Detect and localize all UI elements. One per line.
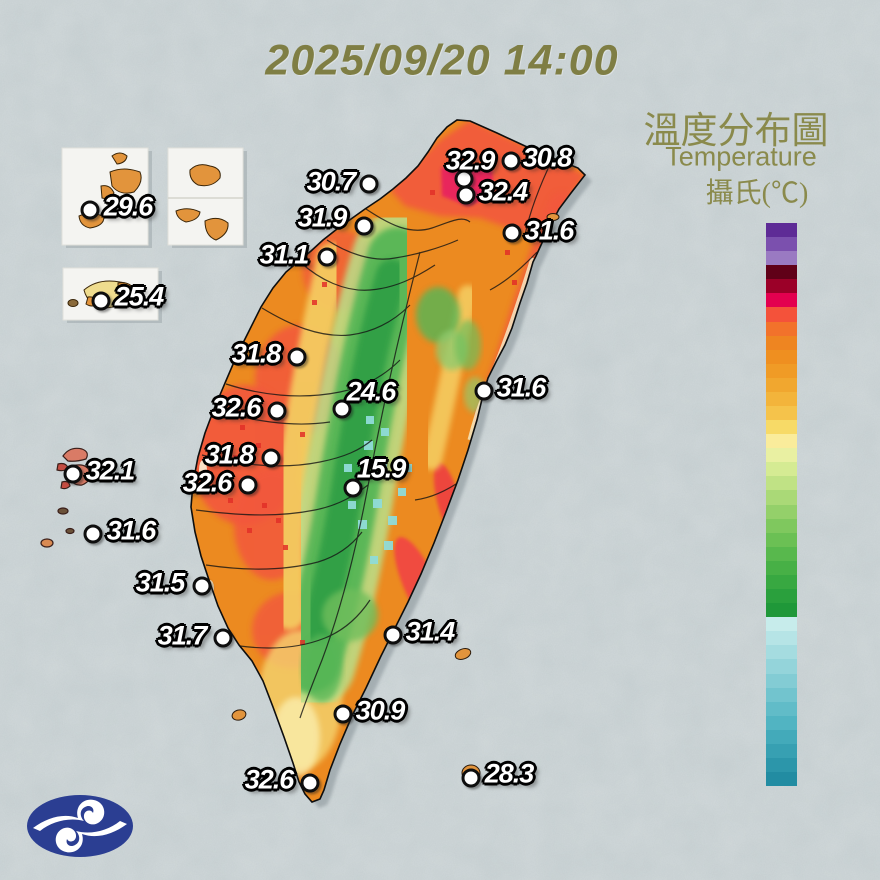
station-temperature-label: 31.8 bbox=[231, 338, 282, 369]
station-dot bbox=[238, 475, 258, 495]
station-temperature-label: 32.9 bbox=[445, 145, 496, 176]
station-dot bbox=[474, 381, 494, 401]
station-dot bbox=[456, 185, 476, 205]
colorbar-segment bbox=[766, 743, 797, 758]
station-temperature-label: 31.4 bbox=[405, 616, 456, 647]
colorbar-segment bbox=[766, 434, 797, 449]
colorbar-segment bbox=[766, 490, 797, 505]
colorbar-segment bbox=[766, 335, 797, 350]
station-dot bbox=[261, 448, 281, 468]
station-temperature-label: 32.1 bbox=[85, 455, 136, 486]
station-temperature-label: 29.6 bbox=[103, 191, 154, 222]
colorbar-segment bbox=[766, 687, 797, 702]
station-temperature-label: 31.6 bbox=[106, 515, 157, 546]
station-dot bbox=[267, 401, 287, 421]
colorbar-segment bbox=[766, 532, 797, 547]
station-temperature-label: 31.6 bbox=[496, 372, 547, 403]
station-temperature-label: 31.1 bbox=[259, 239, 310, 270]
timestamp-title: 2025/09/20 14:00 bbox=[265, 36, 619, 85]
colorbar-segment bbox=[766, 237, 797, 252]
station-temperature-label: 32.6 bbox=[211, 392, 262, 423]
station-dot bbox=[383, 625, 403, 645]
colorbar-segment bbox=[766, 420, 797, 435]
colorbar-segment bbox=[766, 476, 797, 491]
station-dot bbox=[343, 478, 363, 498]
colorbar-segment bbox=[766, 349, 797, 364]
colorbar-segment bbox=[766, 701, 797, 716]
station-dot bbox=[213, 628, 233, 648]
colorbar-segment bbox=[766, 546, 797, 561]
station-dot bbox=[333, 704, 353, 724]
station-temperature-label: 31.6 bbox=[524, 215, 575, 246]
station-temperature-label: 28.3 bbox=[484, 758, 535, 789]
colorbar-segment bbox=[766, 574, 797, 590]
colorbar-segment bbox=[766, 645, 797, 660]
colorbar-segment bbox=[766, 603, 797, 618]
station-dot bbox=[192, 576, 212, 596]
county-boundaries bbox=[195, 157, 554, 719]
legend-unit-label: 攝氏(℃) bbox=[705, 178, 809, 209]
station-temperature-label: 30.7 bbox=[306, 166, 357, 197]
station-temperature-label: 30.8 bbox=[522, 142, 573, 173]
temperature-colorbar bbox=[766, 223, 797, 787]
colorbar-segment bbox=[766, 560, 797, 575]
station-dot bbox=[91, 291, 111, 311]
legend-title-zh: 溫度分布圖 bbox=[643, 111, 829, 152]
station-dot bbox=[63, 464, 83, 484]
station-temperature-label: 31.7 bbox=[157, 620, 208, 651]
station-dot bbox=[359, 174, 379, 194]
inset-boxes bbox=[61, 147, 247, 323]
colorbar-segment bbox=[766, 757, 797, 773]
station-temperature-label: 32.6 bbox=[182, 467, 233, 498]
legend-title-en: Temperature bbox=[665, 141, 817, 172]
colorbar-segment bbox=[766, 293, 797, 308]
station-dot bbox=[502, 223, 522, 243]
colorbar-segment bbox=[766, 223, 797, 238]
colorbar-segment bbox=[766, 307, 797, 322]
station-temperature-label: 31.8 bbox=[204, 439, 255, 470]
colorbar-segment bbox=[766, 406, 797, 421]
colorbar-segment bbox=[766, 265, 797, 280]
station-dot bbox=[83, 524, 103, 544]
station-dot bbox=[461, 768, 481, 788]
station-temperature-label: 15.9 bbox=[356, 453, 407, 484]
station-temperature-label: 32.6 bbox=[244, 764, 295, 795]
station-temperature-label: 32.4 bbox=[478, 176, 529, 207]
station-temperature-label: 24.6 bbox=[346, 376, 397, 407]
colorbar-segment bbox=[766, 462, 797, 477]
station-dot bbox=[80, 200, 100, 220]
station-dot bbox=[501, 151, 521, 171]
colorbar-segment bbox=[766, 251, 797, 266]
station-temperature-label: 25.4 bbox=[114, 281, 165, 312]
station-temperature-label: 31.9 bbox=[297, 202, 348, 233]
colorbar-segment bbox=[766, 448, 797, 463]
colorbar-segment bbox=[766, 504, 797, 519]
colorbar-segment bbox=[766, 729, 797, 744]
colorbar-segment bbox=[766, 673, 797, 688]
colorbar-segment bbox=[766, 363, 797, 378]
colorbar-segment bbox=[766, 772, 797, 787]
station-temperature-label: 31.5 bbox=[135, 567, 186, 598]
colorbar-segment bbox=[766, 589, 797, 604]
colorbar-segment bbox=[766, 715, 797, 730]
colorbar-segment bbox=[766, 391, 797, 407]
colorbar-segment bbox=[766, 659, 797, 674]
station-dot bbox=[287, 347, 307, 367]
station-dot bbox=[317, 247, 337, 267]
colorbar-segment bbox=[766, 518, 797, 533]
station-dot bbox=[300, 773, 320, 793]
colorbar-segment bbox=[766, 321, 797, 336]
station-temperature-label: 30.9 bbox=[355, 695, 406, 726]
colorbar-segment bbox=[766, 279, 797, 294]
colorbar-segment bbox=[766, 617, 797, 632]
colorbar-segment bbox=[766, 631, 797, 646]
station-dot bbox=[332, 399, 352, 419]
cwb-logo bbox=[27, 795, 133, 857]
station-dot bbox=[354, 216, 374, 236]
colorbar-segment bbox=[766, 377, 797, 392]
